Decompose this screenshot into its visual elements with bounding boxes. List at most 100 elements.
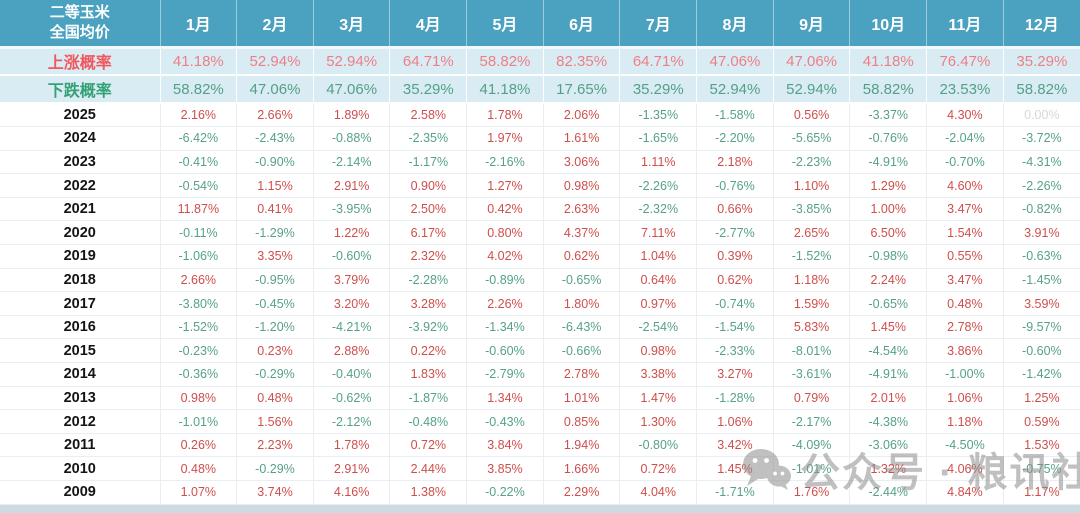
value-cell: -0.40% (312, 362, 391, 387)
value-cell: -3.80% (159, 291, 238, 316)
value-cell: -1.35% (619, 102, 698, 128)
value-cell: -0.41% (159, 149, 238, 175)
value-cell: 0.98% (619, 338, 698, 364)
value-cell: -0.54% (159, 173, 238, 198)
value-cell: 0.55% (926, 244, 1004, 269)
value-cell: 0.98% (542, 173, 621, 198)
value-cell: 52.94% (313, 47, 391, 76)
value-cell: 1.18% (772, 267, 851, 293)
year-row-2016: 2016 -1.52% -1.20% -4.21% -3.92% -1.34% -6.43%… (0, 314, 1080, 340)
value-cell: 2.88% (312, 338, 391, 364)
product-title-line2: 全国均价 (49, 23, 110, 41)
value-cell: -2.04% (926, 126, 1004, 151)
value-cell: 1.38% (389, 480, 468, 505)
value-cell: 1.94% (542, 432, 621, 458)
value-cell: 52.94% (696, 75, 774, 104)
value-cell: 4.60% (926, 173, 1004, 198)
value-cell: 4.37% (542, 220, 621, 246)
year-label: 2010 (0, 456, 161, 481)
value-cell: 2.26% (466, 291, 544, 316)
value-cell: -0.45% (236, 291, 314, 316)
year-label: 2013 (0, 385, 161, 411)
month-header-10: 10月 (849, 0, 928, 49)
value-cell: 35.29% (389, 75, 468, 104)
value-cell: 3.27% (696, 362, 774, 387)
value-cell: 1.54% (926, 220, 1004, 246)
value-cell: 1.66% (542, 456, 621, 481)
value-cell: 76.47% (926, 47, 1004, 76)
value-cell: -1.58% (696, 102, 774, 128)
value-cell: 0.66% (696, 196, 774, 222)
value-cell: 47.06% (313, 75, 391, 104)
value-cell: 1.10% (772, 173, 851, 198)
year-row-2010: 2010 0.48% -0.29% 2.91% 2.44% 3.85% 1.66% 0.72%… (0, 456, 1080, 481)
month-header-2: 2月 (236, 0, 314, 49)
year-label: 2009 (0, 480, 161, 505)
year-label: 2025 (0, 102, 161, 128)
value-cell: -0.23% (159, 338, 238, 364)
value-cell: -3.61% (772, 362, 851, 387)
value-cell: 1.00% (849, 196, 928, 222)
value-cell: -4.91% (849, 362, 928, 387)
value-cell: 2.44% (389, 456, 468, 481)
prob-row-下跌概率: 下跌概率 58.82% 47.06% 47.06% 35.29% 41.18% 17.65%… (0, 75, 1080, 104)
value-cell: 1.61% (542, 126, 621, 151)
value-cell: -0.62% (312, 385, 391, 411)
value-cell: -2.17% (772, 409, 851, 434)
value-cell: 0.48% (159, 456, 238, 481)
value-cell: -2.79% (466, 362, 544, 387)
year-label: 2015 (0, 338, 161, 364)
value-cell: 2.24% (849, 267, 928, 293)
value-cell: 1.06% (696, 409, 774, 434)
value-cell: 2.78% (926, 314, 1004, 340)
value-cell: -3.06% (849, 432, 928, 458)
product-title-line1: 二等玉米 (49, 3, 110, 21)
prob-row-上涨概率: 上涨概率 41.18% 52.94% 52.94% 64.71% 58.82% 82.35%… (0, 47, 1080, 76)
value-cell: 1.18% (926, 409, 1004, 434)
value-cell: 82.35% (543, 47, 621, 76)
value-cell: 0.62% (542, 244, 621, 269)
value-cell: 0.72% (389, 432, 468, 458)
value-cell: 4.02% (466, 244, 544, 269)
month-header-7: 7月 (619, 0, 698, 49)
year-label: 2019 (0, 244, 161, 269)
year-label: 2020 (0, 220, 161, 246)
value-cell: -2.43% (236, 126, 314, 151)
value-cell: 41.18% (849, 47, 928, 76)
value-cell: 58.82% (466, 47, 544, 76)
year-row-2009: 2009 1.07% 3.74% 4.16% 1.38% -0.22% 2.29% 4.04%… (0, 480, 1080, 505)
value-cell: -2.32% (619, 196, 698, 222)
value-cell: 1.34% (466, 385, 544, 411)
value-cell: -2.77% (696, 220, 774, 246)
value-cell: 1.80% (542, 291, 621, 316)
value-cell: 0.62% (696, 267, 774, 293)
value-cell: 41.18% (466, 75, 544, 104)
value-cell: -0.95% (236, 267, 314, 293)
value-cell: 23.53% (926, 75, 1004, 104)
value-cell: -0.89% (466, 267, 544, 293)
value-cell: 3.47% (926, 267, 1004, 293)
value-cell: 0.85% (542, 409, 621, 434)
value-cell: 2.91% (312, 456, 391, 481)
value-cell: -3.95% (312, 196, 391, 222)
value-cell: -0.60% (466, 338, 544, 364)
value-cell: 3.47% (926, 196, 1004, 222)
value-cell: 3.86% (926, 338, 1004, 364)
year-row-2021: 2021 11.87% 0.41% -3.95% 2.50% 0.42% 2.63% -2.3… (0, 196, 1080, 222)
value-cell: -2.14% (312, 149, 391, 175)
value-cell: 58.82% (1003, 75, 1080, 104)
value-cell: -0.75% (1002, 456, 1080, 481)
value-cell: 2.50% (389, 196, 468, 222)
value-cell: 1.11% (619, 149, 698, 175)
value-cell: 2.78% (542, 362, 621, 387)
value-cell: 1.27% (466, 173, 544, 198)
value-cell: -1.01% (772, 456, 851, 481)
value-cell: -2.23% (772, 149, 851, 175)
value-cell: -0.22% (466, 480, 544, 505)
value-cell: -2.44% (849, 480, 928, 505)
value-cell: 4.04% (619, 480, 698, 505)
month-header-3: 3月 (313, 0, 391, 49)
value-cell: 1.78% (312, 432, 391, 458)
value-cell: 0.98% (159, 385, 238, 411)
